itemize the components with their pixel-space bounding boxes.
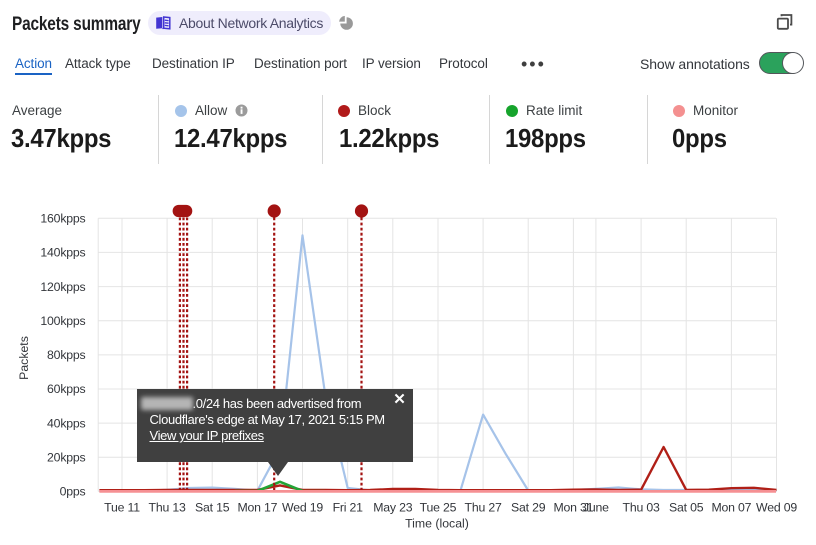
svg-text:Mon 07: Mon 07	[711, 501, 751, 515]
svg-text:Sat 15: Sat 15	[195, 501, 230, 515]
svg-text:Sat 29: Sat 29	[511, 501, 546, 515]
svg-text:160kpps: 160kpps	[40, 212, 85, 226]
svg-text:100kpps: 100kpps	[40, 314, 85, 328]
svg-text:Time (local): Time (local)	[405, 517, 469, 531]
svg-text:40kpps: 40kpps	[47, 416, 86, 430]
svg-text:Tue 11: Tue 11	[104, 501, 140, 515]
svg-text:Thu 03: Thu 03	[623, 501, 660, 515]
svg-text:Thu 13: Thu 13	[149, 501, 186, 515]
svg-text:June: June	[583, 501, 609, 515]
svg-text:Mon 17: Mon 17	[237, 501, 277, 515]
svg-text:May 23: May 23	[373, 501, 412, 515]
svg-text:20kpps: 20kpps	[47, 451, 86, 465]
svg-text:Sat 05: Sat 05	[669, 501, 704, 515]
svg-text:Wed 09: Wed 09	[756, 501, 797, 515]
svg-text:80kpps: 80kpps	[47, 348, 86, 362]
svg-text:60kpps: 60kpps	[47, 382, 86, 396]
svg-text:140kpps: 140kpps	[40, 246, 85, 260]
svg-text:120kpps: 120kpps	[40, 280, 85, 294]
svg-text:Thu 27: Thu 27	[465, 501, 502, 515]
svg-text:Tue 25: Tue 25	[420, 501, 457, 515]
svg-text:Fri 21: Fri 21	[333, 501, 364, 515]
svg-text:Wed 19: Wed 19	[282, 501, 323, 515]
svg-text:Packets: Packets	[17, 336, 31, 380]
svg-text:Mon 31: Mon 31	[553, 501, 593, 515]
svg-text:0pps: 0pps	[60, 485, 86, 499]
